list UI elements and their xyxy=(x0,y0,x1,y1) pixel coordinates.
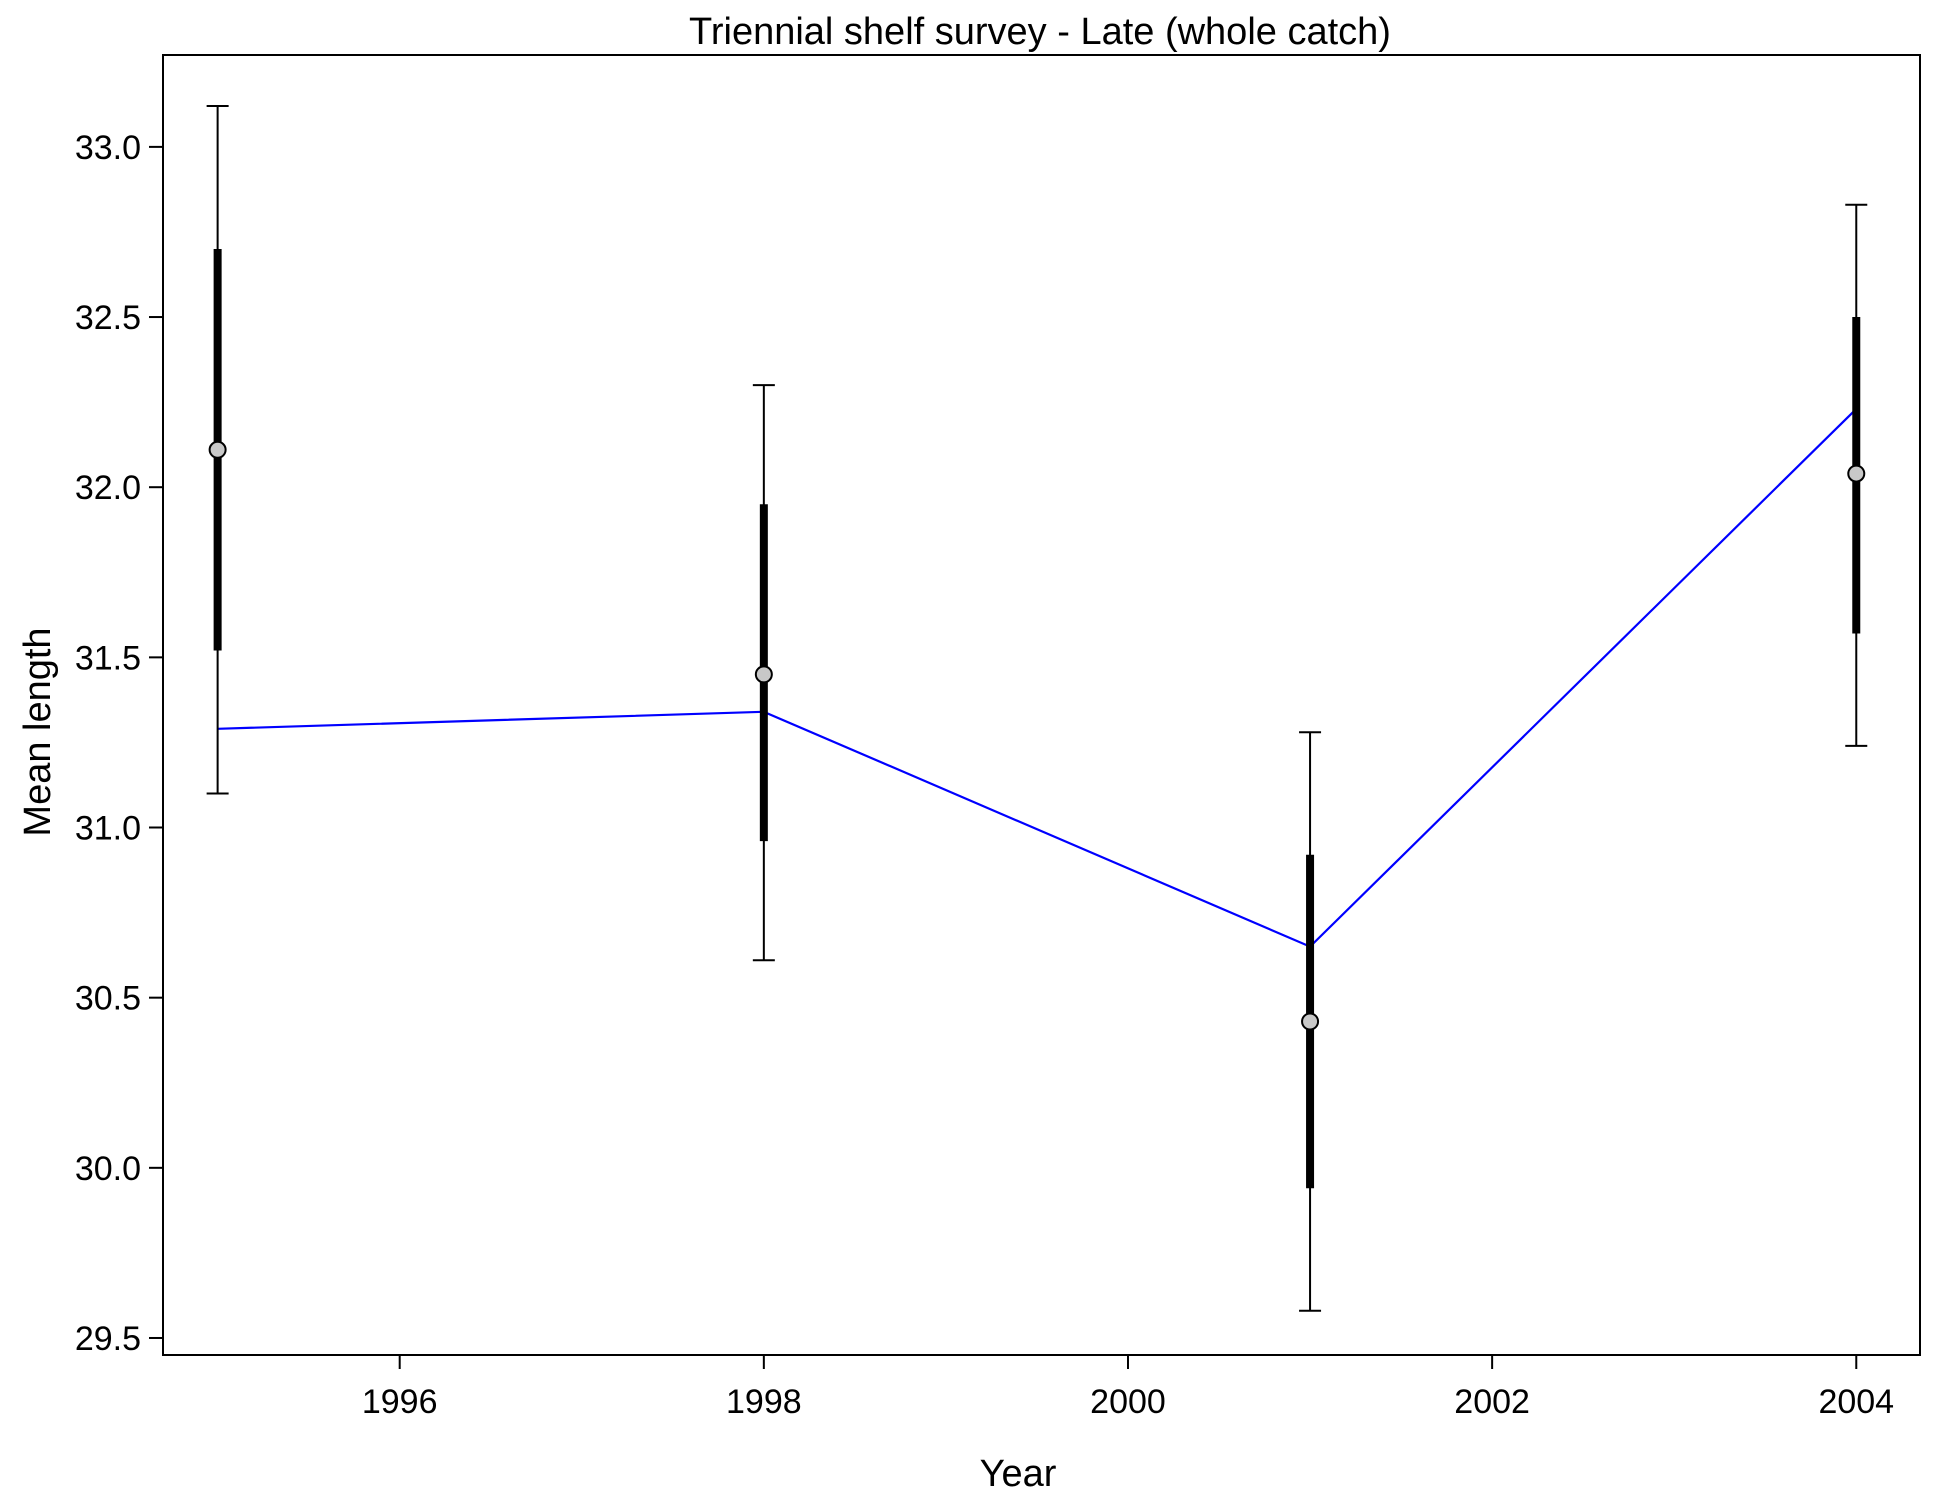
observed-point xyxy=(754,665,773,684)
x-axis-label: Year xyxy=(980,1453,1057,1495)
y-tick-label: 29.5 xyxy=(75,1320,141,1358)
y-tick-label: 32.5 xyxy=(75,299,141,337)
x-tick-label: 2002 xyxy=(1454,1383,1530,1421)
y-axis: 29.5 30.0 30.5 31.0 31.5 32.0 32.5 33.0 xyxy=(75,129,163,1358)
observed-point xyxy=(1847,464,1866,483)
x-tick-label: 2004 xyxy=(1818,1383,1894,1421)
expected-series xyxy=(217,408,1858,948)
expected-line xyxy=(217,408,1858,948)
y-tick-label: 32.0 xyxy=(75,469,141,507)
plot-frame xyxy=(162,54,1921,1356)
x-tick-label: 1996 xyxy=(362,1383,438,1421)
x-tick-label: 1998 xyxy=(726,1383,802,1421)
y-tick-label: 30.5 xyxy=(75,980,141,1018)
y-tick-label: 31.5 xyxy=(75,639,141,677)
y-axis-label: Mean length xyxy=(17,627,59,836)
error-bars xyxy=(206,105,1868,1312)
x-axis: 1996 1998 2000 2002 2004 xyxy=(362,1355,1894,1421)
y-tick-label: 31.0 xyxy=(75,810,141,848)
observed-point xyxy=(208,440,227,459)
observed-point xyxy=(1301,1012,1320,1031)
y-tick-label: 30.0 xyxy=(75,1150,141,1188)
x-tick-label: 2000 xyxy=(1090,1383,1166,1421)
chart-title: Triennial shelf survey - Late (whole cat… xyxy=(689,11,1391,53)
y-tick-label: 33.0 xyxy=(75,129,141,167)
observed-points xyxy=(208,440,1866,1031)
